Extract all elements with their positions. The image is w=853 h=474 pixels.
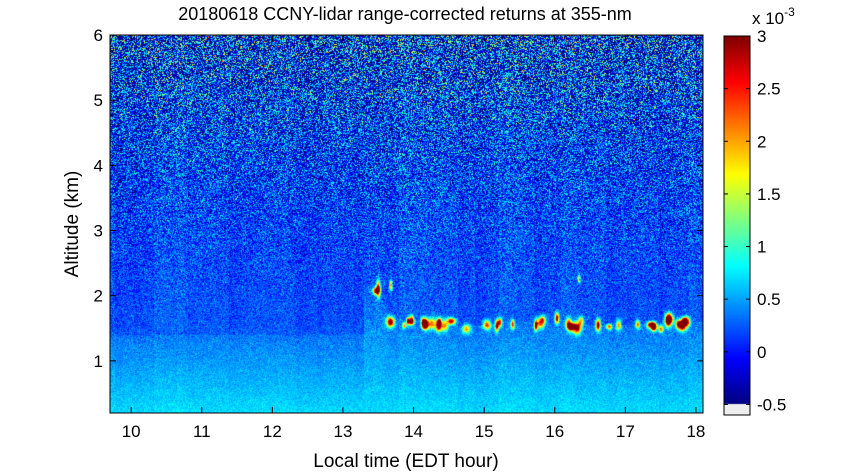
- colorbar-tick-label: 2.5: [757, 80, 781, 99]
- colorbar-frame: [723, 35, 751, 416]
- colorbar-exponent-power: -3: [784, 5, 795, 19]
- lidar-heatmap: [110, 35, 703, 413]
- y-tick-label: 6: [94, 26, 103, 45]
- y-axis-ticks: 1 2 3 4 5 6: [94, 26, 703, 371]
- x-tick-label: 11: [193, 422, 211, 441]
- colorbar-tick-label: -0.5: [757, 395, 786, 414]
- chart-title: 20180618 CCNY-lidar range-corrected retu…: [178, 4, 632, 24]
- y-tick-label: 3: [94, 222, 103, 241]
- colorbar-tick-label: 0.5: [757, 290, 781, 309]
- x-axis-label: Local time (EDT hour): [313, 451, 499, 472]
- y-tick-label: 2: [94, 287, 103, 306]
- y-tick-label: 4: [94, 156, 103, 175]
- x-tick-label: 16: [545, 422, 564, 441]
- colorbar-tick-label: 0: [757, 343, 766, 362]
- x-tick-label: 13: [334, 422, 353, 441]
- colorbar-tick-label: 2: [757, 132, 766, 151]
- colorbar-gradient: [724, 36, 750, 415]
- x-tick-label: 18: [686, 422, 705, 441]
- x-axis-ticks: 10 11 12 13 14 15 16 17 18: [122, 35, 705, 441]
- y-axis-label: Altitude (km): [62, 171, 83, 278]
- plot-frame: [109, 34, 704, 414]
- colorbar-tick-label: 3: [757, 27, 766, 46]
- colorbar: -0.5 0 0.5 1 1.5 2 2.5 3 x 10-3: [723, 5, 795, 416]
- x-tick-label: 12: [263, 422, 282, 441]
- y-tick-label: 5: [94, 91, 103, 110]
- x-tick-label: 15: [475, 422, 494, 441]
- x-tick-label: 17: [616, 422, 635, 441]
- x-tick-label: 14: [404, 422, 423, 441]
- y-tick-label: 1: [94, 352, 103, 371]
- colorbar-exponent-base: x 10: [752, 9, 784, 28]
- colorbar-ticks: -0.5 0 0.5 1 1.5 2 2.5 3: [724, 27, 786, 414]
- colorbar-tick-label: 1: [757, 238, 766, 257]
- x-tick-label: 10: [122, 422, 141, 441]
- colorbar-exponent: x 10-3: [752, 5, 795, 28]
- colorbar-tick-label: 1.5: [757, 185, 781, 204]
